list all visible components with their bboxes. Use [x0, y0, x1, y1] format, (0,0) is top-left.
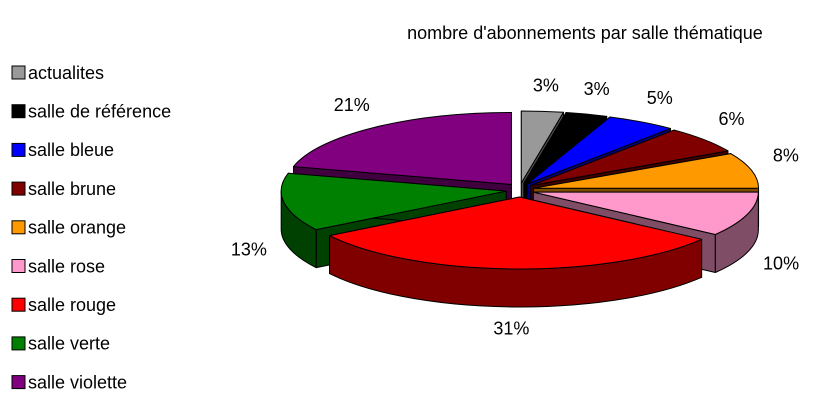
slice — [526, 116, 672, 185]
legend-label: actualites — [28, 63, 104, 83]
legend-swatch — [11, 220, 26, 235]
legend-swatch — [11, 65, 26, 80]
slice — [329, 196, 703, 270]
data-label: 3% — [584, 79, 610, 99]
legend-swatch — [11, 336, 26, 351]
slice — [532, 191, 759, 235]
data-label: 5% — [647, 88, 673, 108]
legend-label: salle brune — [28, 179, 116, 199]
data-label: 3% — [533, 76, 559, 96]
data-label: 8% — [773, 145, 799, 165]
slice — [530, 129, 729, 187]
data-label: 6% — [718, 109, 744, 129]
data-label: 13% — [231, 239, 267, 259]
legend-swatch — [11, 104, 26, 119]
slice — [523, 112, 608, 184]
slice — [329, 196, 703, 308]
legend-swatch — [11, 297, 26, 312]
data-label: 21% — [334, 95, 370, 115]
slice — [292, 111, 512, 185]
legend-label: salle violette — [28, 372, 127, 392]
slice — [280, 172, 507, 231]
legend-label: salle verte — [28, 334, 110, 354]
legend-swatch — [11, 259, 26, 273]
slice — [533, 153, 760, 189]
chart-title: nombre d'abonnements par salle thématiqu… — [407, 23, 763, 43]
legend-label: salle rouge — [28, 295, 116, 315]
legend-swatch — [11, 181, 26, 196]
legend-label: salle orange — [28, 218, 126, 238]
legend-label: salle de référence — [28, 101, 171, 121]
legend-label: salle bleue — [28, 140, 114, 160]
legend-swatch — [11, 142, 26, 157]
data-label: 31% — [493, 318, 529, 338]
slice — [520, 110, 564, 184]
data-label: 10% — [763, 254, 799, 274]
legend-swatch — [11, 375, 26, 390]
legend-label: salle rose — [28, 256, 105, 276]
